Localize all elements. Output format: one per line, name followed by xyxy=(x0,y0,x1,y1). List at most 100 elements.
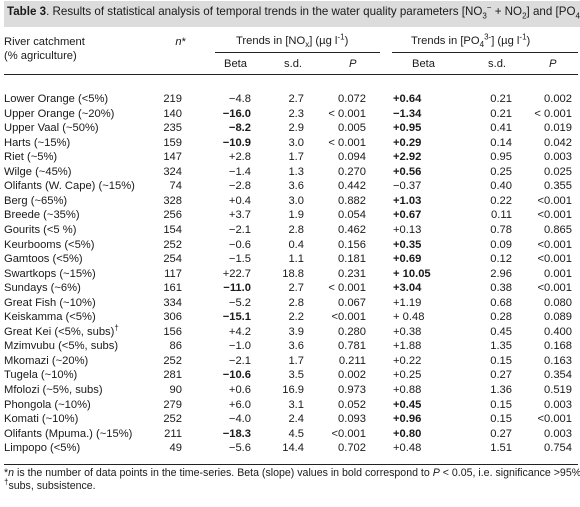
row-p-no-text: <0.001 xyxy=(331,427,366,440)
footnote-dagger: † xyxy=(4,477,9,487)
row-n-text: 211 xyxy=(164,427,182,440)
row-p-no: 0.052 xyxy=(318,398,366,413)
table-row: Wilge (~45%) 324 −1.4 1.3 0.270 +0.56 0.25 0.02… xyxy=(0,165,580,180)
table-row: Upper Orange (~20%) 140 −16.0 2.3 < 0.001 −1.… xyxy=(0,107,580,122)
row-p-po-text: <0.001 xyxy=(537,238,572,251)
row-name-text: Upper Vaal (~50%) xyxy=(4,122,99,135)
row-name: Olifants (W. Cape) (~15%) xyxy=(4,179,154,194)
row-sd-po: 0.38 xyxy=(478,281,512,296)
caption-sub: 4 xyxy=(575,11,580,21)
row-beta-no-text: −16.0 xyxy=(222,107,251,120)
row-sd-no: 1.7 xyxy=(270,354,304,369)
table-caption: Table 3. Results of statistical analysis… xyxy=(4,1,580,27)
row-n: 252 xyxy=(148,238,182,253)
row-n-text: 161 xyxy=(163,282,182,295)
row-beta-no: −16.0 xyxy=(205,107,251,122)
row-n-text: 254 xyxy=(163,253,182,266)
row-p-po: 0.400 xyxy=(524,325,572,340)
row-sd-no-text: 18.8 xyxy=(282,267,304,280)
row-p-no: 0.973 xyxy=(318,383,366,398)
table-row: Great Fish (~10%) 334 −5.2 2.8 0.067 +1.19 0.6… xyxy=(0,296,580,311)
row-n-text: 140 xyxy=(163,107,182,120)
row-p-no-text: 0.231 xyxy=(338,267,366,280)
row-sd-no-text: 1.3 xyxy=(288,165,304,178)
table-row: Upper Vaal (~50%) 235 −8.2 2.9 0.005 +0.95 0.4… xyxy=(0,121,580,136)
row-sd-po-text: 1.35 xyxy=(490,340,512,353)
caption-text: . Results of statistical analysis of tem… xyxy=(46,5,483,18)
row-name: Lower Orange (<5%) xyxy=(4,92,154,107)
row-n: 49 xyxy=(148,441,182,456)
row-beta-no-text: −10.9 xyxy=(222,136,251,149)
row-sd-po-text: 0.38 xyxy=(490,282,512,295)
row-p-po-text: 0.002 xyxy=(544,93,572,105)
header-p-no: P xyxy=(349,58,357,70)
table-row: Limpopo (<5%) 49 −5.6 14.4 0.702 +0.48 1.51 0.7… xyxy=(0,441,580,456)
row-name: Sundays (~6%) xyxy=(4,281,154,296)
row-beta-no: −8.2 xyxy=(205,121,251,136)
row-n-text: 281 xyxy=(163,369,182,382)
row-sd-no: 2.8 xyxy=(270,296,304,311)
row-p-po-text: 0.003 xyxy=(544,398,572,411)
row-sd-no: 3.5 xyxy=(270,368,304,383)
row-p-po: 0.001 xyxy=(524,267,572,282)
header-n: n* xyxy=(162,35,186,49)
row-n-text: 86 xyxy=(169,340,182,353)
row-sd-no: 1.7 xyxy=(270,150,304,165)
row-p-po-text: 0.001 xyxy=(544,267,572,280)
row-sd-po: 1.51 xyxy=(478,441,512,456)
row-p-po-text: <0.001 xyxy=(537,194,572,207)
row-beta-po: +0.80 xyxy=(393,427,449,442)
header-text: Trends in [NO xyxy=(236,35,306,47)
row-p-po: 0.003 xyxy=(524,427,572,442)
row-p-no: 0.002 xyxy=(318,368,366,383)
row-n: 74 xyxy=(148,179,182,194)
row-beta-po: +2.92 xyxy=(393,150,449,165)
row-beta-no: −1.0 xyxy=(205,339,251,354)
row-p-no: 0.181 xyxy=(318,252,366,267)
row-sd-po-text: 0.41 xyxy=(490,122,512,135)
row-beta-no: −11.0 xyxy=(205,281,251,296)
header-sub: 4 xyxy=(479,40,485,50)
table-row: Berg (~65%) 328 +0.4 3.0 0.882 +1.03 0.22 <0.00… xyxy=(0,194,580,209)
row-sd-no: 1.1 xyxy=(270,252,304,267)
row-p-no: <0.001 xyxy=(318,427,366,442)
row-sd-po: 2.96 xyxy=(478,267,512,282)
row-p-po: <0.001 xyxy=(524,252,572,267)
row-sd-po-text: 0.11 xyxy=(491,209,512,222)
row-n-text: 90 xyxy=(169,384,182,396)
header-text: ] (µg l xyxy=(491,35,520,47)
row-name-text: Breede (~35%) xyxy=(4,209,80,222)
row-p-po-text: <0.001 xyxy=(537,282,572,295)
row-sd-no: 1.3 xyxy=(270,165,304,180)
row-sd-po-text: 0.25 xyxy=(490,165,512,178)
row-n-text: 256 xyxy=(163,209,182,222)
row-sd-no: 0.4 xyxy=(270,238,304,253)
row-name: Limpopo (<5%) xyxy=(4,441,154,456)
row-name-text: Berg (~65%) xyxy=(4,194,68,207)
row-beta-po: +0.64 xyxy=(393,92,449,107)
row-p-no: 0.702 xyxy=(318,441,366,456)
bottom-rule xyxy=(4,464,578,465)
row-n-text: 252 xyxy=(163,238,182,251)
row-n: 279 xyxy=(148,398,182,413)
row-name: Phongola (~10%) xyxy=(4,398,154,413)
row-beta-po-text: +0.22 xyxy=(393,354,422,367)
row-p-po: 0.163 xyxy=(524,354,572,369)
row-name: Upper Orange (~20%) xyxy=(4,107,154,122)
row-p-po: <0.001 xyxy=(524,208,572,223)
row-n: 154 xyxy=(148,223,182,238)
row-beta-no: −1.5 xyxy=(205,252,251,267)
row-p-no: 0.067 xyxy=(318,296,366,311)
row-name-text: Sundays (~6%) xyxy=(4,282,81,295)
table-row: Sundays (~6%) 161 −11.0 2.7 < 0.001 +3.04 0.38… xyxy=(0,281,580,296)
row-beta-po: +0.38 xyxy=(393,325,449,340)
row-p-po: <0.001 xyxy=(524,194,572,209)
row-beta-po-text: +0.13 xyxy=(393,223,422,236)
row-n: 90 xyxy=(148,383,182,398)
row-p-po-text: 0.865 xyxy=(544,223,572,236)
row-sd-no-text: 2.4 xyxy=(288,413,304,426)
row-name-text: Mkomazi (~20%) xyxy=(4,354,89,367)
row-n-text: 252 xyxy=(163,413,182,426)
row-beta-no-text: −5.2 xyxy=(228,296,251,309)
row-beta-no-text: +0.4 xyxy=(228,194,251,207)
